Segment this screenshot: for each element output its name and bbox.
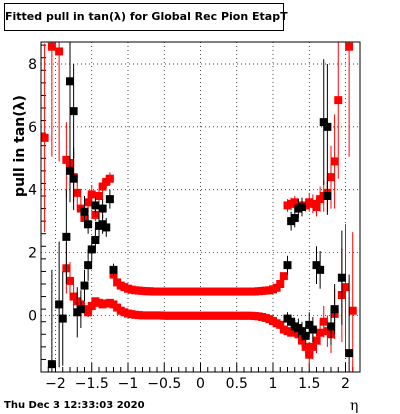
y-tick-label: 6	[28, 120, 37, 136]
data-point	[91, 236, 100, 244]
data-point	[80, 207, 89, 216]
data-point	[87, 190, 96, 199]
data-point	[105, 195, 114, 204]
data-point	[287, 317, 296, 326]
data-point	[290, 214, 299, 222]
data-point	[55, 47, 64, 56]
data-point	[337, 273, 346, 282]
y-tick-label: 2	[28, 246, 37, 262]
data-point	[298, 203, 306, 211]
data-point	[316, 328, 325, 337]
data-point	[308, 342, 317, 351]
data-point	[301, 331, 310, 340]
data-point	[66, 77, 74, 86]
data-point	[298, 327, 306, 336]
data-point	[47, 360, 56, 369]
data-point	[62, 232, 71, 241]
data-point	[301, 342, 310, 351]
x-tick-label: 0	[196, 376, 205, 392]
x-tick-label: 0.5	[226, 376, 248, 392]
x-tick-label: −1.5	[75, 376, 109, 392]
data-point	[80, 281, 89, 290]
data-point	[283, 261, 292, 270]
data-point	[69, 292, 78, 301]
x-tick-label: 2	[341, 376, 350, 392]
data-point	[327, 173, 335, 182]
data-point	[55, 300, 64, 309]
x-tick-label: −2	[45, 376, 66, 392]
y-tick-label: 4	[28, 183, 37, 199]
data-point	[84, 308, 93, 317]
data-point	[305, 350, 314, 359]
data-point	[305, 320, 314, 329]
y-tick-label: 8	[28, 57, 37, 73]
data-point	[308, 325, 317, 334]
data-point	[47, 42, 56, 51]
data-point	[84, 198, 93, 207]
data-point	[319, 118, 328, 127]
x-axis-label: η	[350, 398, 359, 414]
data-point	[319, 317, 328, 326]
data-point	[330, 157, 339, 166]
data-point	[76, 305, 85, 314]
plot-frame	[40, 41, 361, 373]
data-point	[69, 107, 78, 116]
data-point	[84, 261, 93, 270]
data-point	[312, 261, 321, 270]
data-point	[58, 314, 67, 323]
data-point	[323, 122, 332, 131]
data-point	[312, 336, 321, 345]
data-point	[334, 96, 343, 105]
x-tick-label: 1	[269, 376, 278, 392]
data-point	[95, 192, 103, 200]
data-point	[91, 201, 100, 210]
x-tick-label: −0.5	[147, 376, 181, 392]
data-point	[84, 220, 93, 229]
data-point	[345, 349, 354, 358]
title-box: Fitted pull in tan(λ) for Global Rec Pio…	[4, 3, 288, 31]
data-point	[341, 283, 350, 292]
data-point	[66, 276, 74, 285]
data-point	[312, 203, 321, 211]
data-point	[40, 133, 49, 142]
data-point	[323, 192, 332, 200]
data-point	[316, 265, 325, 274]
data-point	[327, 322, 335, 331]
data-point	[330, 305, 339, 314]
data-point	[345, 42, 354, 51]
data-point	[98, 182, 107, 191]
data-point	[66, 166, 74, 175]
x-tick-label: −1	[118, 376, 139, 392]
data-point	[102, 223, 111, 232]
date-stamp: Thu Dec 3 12:33:03 2020	[4, 400, 145, 411]
data-point	[276, 280, 285, 288]
data-point	[279, 272, 288, 281]
x-tick-label: 1.5	[298, 376, 320, 392]
data-point	[87, 245, 96, 254]
data-point	[98, 204, 107, 213]
chart-title: Fitted pull in tan(λ) for Global Rec Pio…	[5, 10, 288, 23]
data-point	[348, 306, 357, 315]
data-point	[73, 188, 82, 197]
data-point	[69, 174, 78, 183]
data-point	[109, 265, 118, 274]
data-point	[105, 174, 114, 183]
y-tick-label: 0	[28, 308, 37, 324]
data-point	[276, 320, 285, 329]
data-point	[87, 302, 96, 310]
